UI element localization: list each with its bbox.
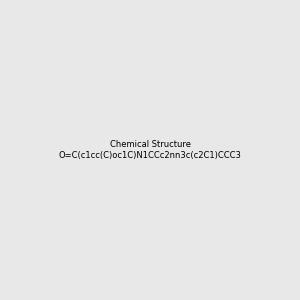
Text: Chemical Structure
O=C(c1cc(C)oc1C)N1CCc2nn3c(c2C1)CCC3: Chemical Structure O=C(c1cc(C)oc1C)N1CCc… <box>58 140 242 160</box>
